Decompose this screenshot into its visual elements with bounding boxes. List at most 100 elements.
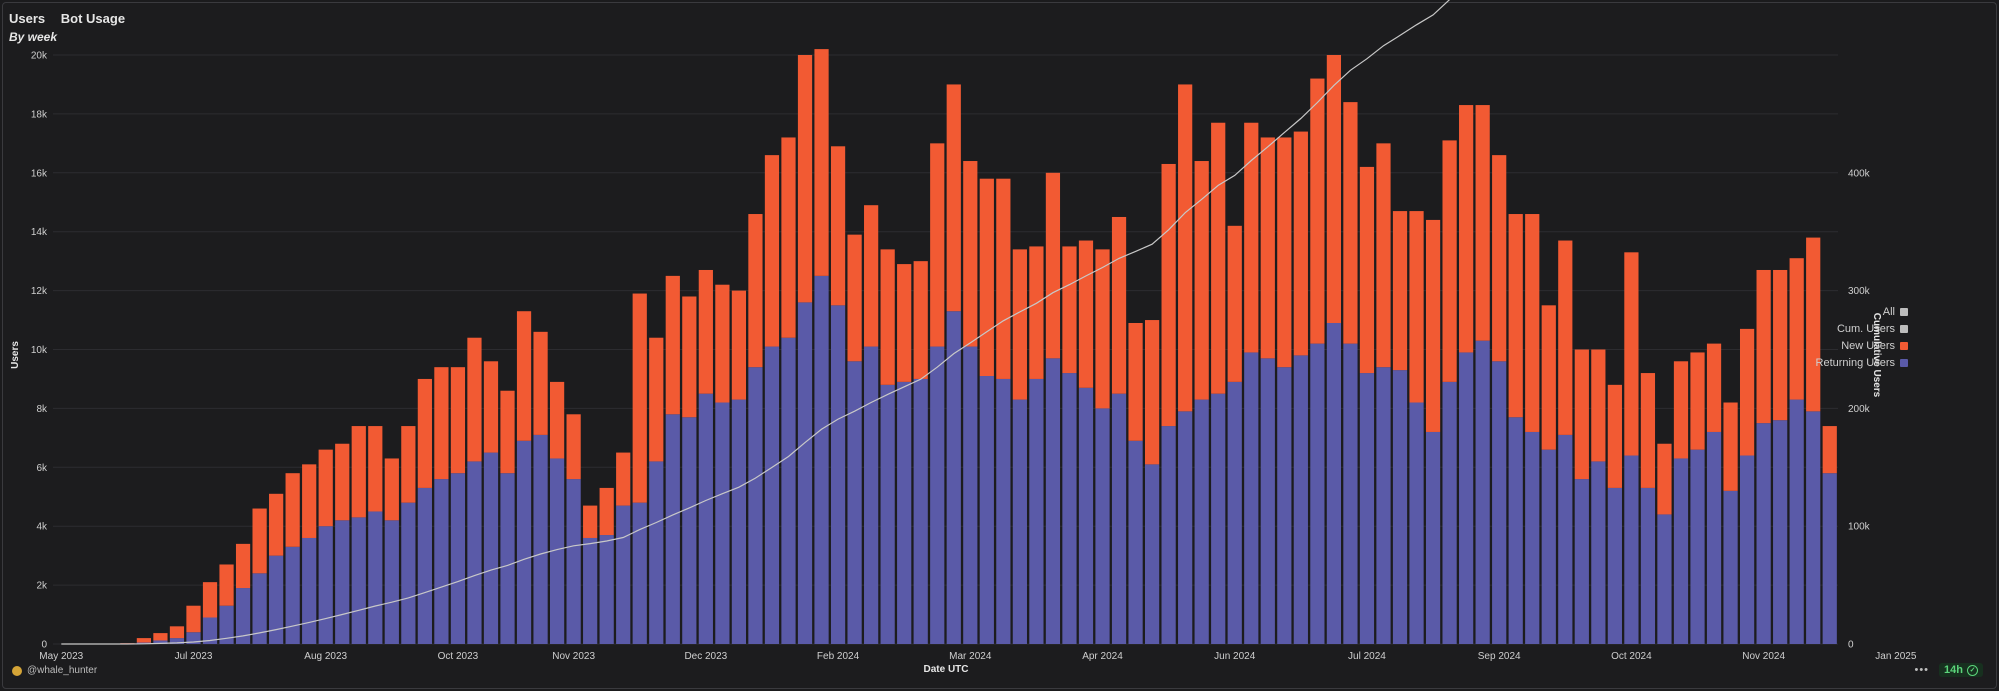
returning-users-bar[interactable] bbox=[219, 605, 234, 644]
new-users-bar[interactable] bbox=[1607, 384, 1622, 488]
returning-users-bar[interactable] bbox=[500, 473, 515, 644]
returning-users-bar[interactable] bbox=[1475, 340, 1490, 644]
returning-users-bar[interactable] bbox=[1607, 487, 1622, 644]
returning-users-bar[interactable] bbox=[665, 414, 680, 644]
new-users-bar[interactable] bbox=[764, 155, 780, 347]
returning-users-bar[interactable] bbox=[1525, 431, 1540, 644]
new-users-bar[interactable] bbox=[500, 390, 515, 474]
returning-users-bar[interactable] bbox=[1739, 455, 1755, 644]
new-users-bar[interactable] bbox=[583, 505, 598, 538]
returning-users-bar[interactable] bbox=[318, 526, 333, 644]
returning-users-bar[interactable] bbox=[483, 452, 499, 644]
returning-users-bar[interactable] bbox=[1310, 343, 1325, 644]
new-users-bar[interactable] bbox=[351, 426, 366, 518]
returning-users-bar[interactable] bbox=[186, 632, 201, 644]
new-users-bar[interactable] bbox=[1376, 143, 1391, 368]
returning-users-bar[interactable] bbox=[434, 479, 449, 644]
new-users-bar[interactable] bbox=[913, 261, 928, 379]
new-users-bar[interactable] bbox=[1111, 216, 1127, 394]
returning-users-bar[interactable] bbox=[417, 487, 432, 644]
returning-users-bar[interactable] bbox=[930, 346, 945, 644]
new-users-bar[interactable] bbox=[880, 249, 895, 385]
new-users-bar[interactable] bbox=[1591, 349, 1606, 462]
returning-users-bar[interactable] bbox=[649, 461, 664, 644]
returning-users-bar[interactable] bbox=[632, 502, 647, 644]
new-users-bar[interactable] bbox=[864, 205, 879, 347]
new-users-bar[interactable] bbox=[1640, 373, 1656, 488]
new-users-bar[interactable] bbox=[566, 414, 581, 480]
returning-users-bar[interactable] bbox=[1558, 434, 1573, 644]
new-users-bar[interactable] bbox=[401, 426, 416, 503]
new-users-bar[interactable] bbox=[219, 564, 234, 606]
returning-users-bar[interactable] bbox=[335, 520, 350, 644]
new-users-bar[interactable] bbox=[335, 443, 350, 521]
returning-users-bar[interactable] bbox=[797, 302, 813, 644]
returning-users-bar[interactable] bbox=[1690, 449, 1705, 644]
returning-users-bar[interactable] bbox=[285, 546, 300, 644]
returning-users-bar[interactable] bbox=[1343, 343, 1358, 644]
new-users-bar[interactable] bbox=[1392, 211, 1408, 371]
new-users-bar[interactable] bbox=[1475, 105, 1490, 341]
new-users-bar[interactable] bbox=[1144, 320, 1160, 465]
new-users-bar[interactable] bbox=[1690, 352, 1705, 450]
new-users-bar[interactable] bbox=[1739, 328, 1755, 456]
new-users-bar[interactable] bbox=[1128, 322, 1143, 441]
new-users-bar[interactable] bbox=[1806, 237, 1821, 412]
tab-users[interactable]: Users bbox=[9, 11, 46, 26]
returning-users-bar[interactable] bbox=[715, 402, 730, 644]
new-users-bar[interactable] bbox=[797, 55, 813, 303]
returning-users-bar[interactable] bbox=[748, 367, 763, 644]
returning-users-bar[interactable] bbox=[384, 520, 399, 644]
returning-users-bar[interactable] bbox=[1459, 352, 1474, 644]
new-users-bar[interactable] bbox=[533, 331, 548, 435]
new-users-bar[interactable] bbox=[1541, 305, 1556, 450]
returning-users-bar[interactable] bbox=[814, 275, 829, 644]
returning-users-bar[interactable] bbox=[1227, 381, 1242, 644]
returning-users-bar[interactable] bbox=[847, 361, 862, 644]
returning-users-bar[interactable] bbox=[1574, 479, 1589, 644]
returning-users-bar[interactable] bbox=[1045, 358, 1061, 644]
new-users-bar[interactable] bbox=[814, 49, 829, 276]
returning-users-bar[interactable] bbox=[864, 346, 879, 644]
new-users-bar[interactable] bbox=[516, 311, 532, 441]
new-users-bar[interactable] bbox=[979, 178, 994, 377]
returning-users-bar[interactable] bbox=[1442, 381, 1457, 644]
returning-users-bar[interactable] bbox=[549, 458, 565, 644]
returning-users-bar[interactable] bbox=[1161, 426, 1176, 644]
returning-users-bar[interactable] bbox=[781, 337, 796, 644]
new-users-bar[interactable] bbox=[1409, 211, 1424, 403]
new-users-bar[interactable] bbox=[1359, 166, 1375, 374]
returning-users-bar[interactable] bbox=[252, 573, 267, 644]
new-users-bar[interactable] bbox=[996, 178, 1011, 379]
returning-users-bar[interactable] bbox=[1012, 399, 1027, 644]
new-users-bar[interactable] bbox=[649, 337, 664, 462]
new-users-bar[interactable] bbox=[1194, 161, 1209, 400]
new-users-bar[interactable] bbox=[368, 426, 383, 512]
returning-users-bar[interactable] bbox=[830, 305, 846, 644]
new-users-bar[interactable] bbox=[434, 367, 449, 480]
new-users-bar[interactable] bbox=[302, 464, 317, 538]
new-users-bar[interactable] bbox=[897, 264, 912, 382]
returning-users-bar[interactable] bbox=[269, 555, 284, 644]
legend-item-new-users[interactable]: New Users bbox=[1816, 337, 1908, 354]
new-users-bar[interactable] bbox=[1706, 343, 1722, 432]
new-users-bar[interactable] bbox=[781, 137, 796, 338]
new-users-bar[interactable] bbox=[1244, 122, 1259, 353]
new-users-bar[interactable] bbox=[1773, 269, 1788, 421]
returning-users-bar[interactable] bbox=[1640, 487, 1656, 644]
new-users-bar[interactable] bbox=[963, 161, 978, 347]
returning-users-bar[interactable] bbox=[368, 511, 383, 644]
returning-users-bar[interactable] bbox=[1673, 458, 1689, 644]
returning-users-bar[interactable] bbox=[1326, 322, 1342, 644]
returning-users-bar[interactable] bbox=[1078, 387, 1094, 644]
new-users-bar[interactable] bbox=[1029, 246, 1044, 379]
new-users-bar[interactable] bbox=[1459, 105, 1474, 353]
returning-users-bar[interactable] bbox=[1541, 449, 1556, 644]
new-users-bar[interactable] bbox=[830, 146, 846, 306]
legend-item-all[interactable]: All bbox=[1816, 303, 1908, 320]
new-users-bar[interactable] bbox=[1789, 258, 1804, 400]
new-users-bar[interactable] bbox=[1012, 249, 1027, 400]
new-users-bar[interactable] bbox=[1227, 225, 1242, 382]
new-users-bar[interactable] bbox=[1062, 246, 1077, 374]
returning-users-bar[interactable] bbox=[583, 537, 598, 644]
